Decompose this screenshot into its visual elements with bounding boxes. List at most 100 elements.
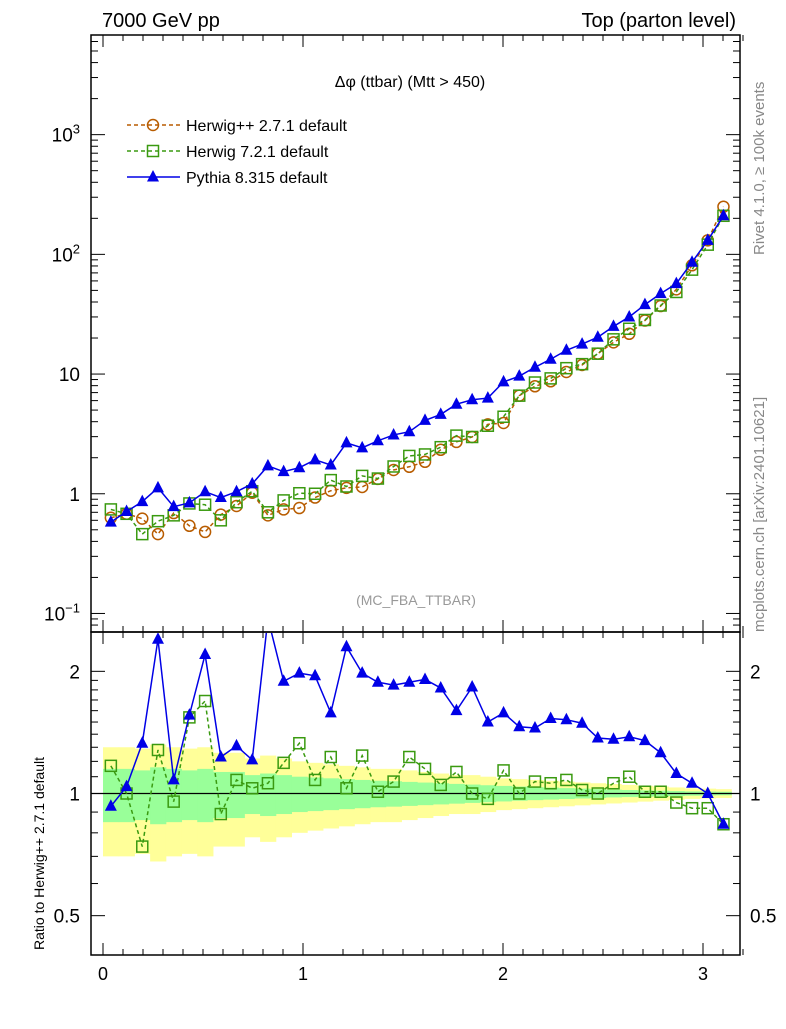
data-point-triangle xyxy=(136,736,149,748)
data-point-square xyxy=(198,498,212,511)
ratio-y-tick-label: 0.5 xyxy=(54,907,80,928)
legend-label: Herwig 7.2.1 default xyxy=(186,144,329,161)
data-point-square xyxy=(591,787,605,800)
data-point-triangle xyxy=(576,716,589,728)
data-point-square xyxy=(450,765,463,779)
x-tick-label: 0 xyxy=(98,964,108,984)
data-point-square xyxy=(403,750,416,764)
y-tick-label: 10−1 xyxy=(44,600,80,625)
data-point-square xyxy=(560,361,573,375)
band-inner xyxy=(118,768,135,823)
data-point-triangle xyxy=(403,424,416,437)
data-point-square xyxy=(607,776,620,790)
data-point-square xyxy=(560,773,573,787)
data-point-square xyxy=(575,357,589,371)
data-point-triangle xyxy=(686,255,699,267)
legend: Herwig++ 2.7.1 default Herwig 7.2.1 defau… xyxy=(127,118,348,187)
y-tick-label: 10 xyxy=(59,365,80,386)
data-point-triangle xyxy=(450,703,463,716)
data-point-triangle xyxy=(670,766,683,779)
data-point-circle xyxy=(198,525,212,539)
legend-label: Herwig++ 2.7.1 default xyxy=(186,118,348,135)
ratio-ylabel: Ratio to Herwig++ 2.7.1 default xyxy=(31,757,47,950)
ratio-y-tick-label-right: 0.5 xyxy=(750,907,776,928)
band-inner xyxy=(291,776,308,813)
main-title: Δφ (ttbar) (Mtt > 450) xyxy=(335,74,485,91)
data-point-square xyxy=(481,419,495,432)
data-point-square xyxy=(418,762,432,776)
data-point-triangle xyxy=(466,679,479,692)
data-point-triangle xyxy=(434,407,447,419)
ratio-y-tick-label-right: 1 xyxy=(750,785,761,806)
data-point-square xyxy=(387,460,400,473)
data-point-triangle xyxy=(246,476,259,489)
data-point-triangle xyxy=(167,772,180,785)
band-inner xyxy=(197,768,214,823)
data-point-triangle xyxy=(356,440,369,453)
data-point-triangle xyxy=(419,413,432,425)
data-point-square xyxy=(701,801,715,815)
data-point-triangle xyxy=(670,276,683,289)
data-point-square xyxy=(544,776,557,790)
data-point-square xyxy=(513,389,526,402)
main-plot-marks xyxy=(104,200,730,541)
data-point-triangle xyxy=(466,392,479,405)
ratio-y-tick-label: 1 xyxy=(69,785,80,806)
data-point-square xyxy=(230,495,243,509)
data-point-circle xyxy=(136,512,149,525)
data-point-square xyxy=(591,347,605,360)
mcplots-label: mcplots.cern.ch [arXiv:2401.10621] xyxy=(751,397,768,632)
data-point-square xyxy=(293,486,306,500)
data-point-triangle xyxy=(183,495,196,508)
data-point-square xyxy=(340,480,353,493)
data-point-triangle xyxy=(371,675,384,687)
data-point-circle xyxy=(183,519,196,533)
data-point-triangle xyxy=(104,515,117,527)
data-point-square xyxy=(434,440,447,454)
data-point-square xyxy=(450,429,463,442)
data-point-triangle xyxy=(261,458,274,471)
data-point-triangle xyxy=(701,233,714,245)
data-point-triangle xyxy=(450,397,463,409)
data-point-square xyxy=(261,776,275,790)
data-point-triangle xyxy=(230,484,243,497)
legend-label: Pythia 8.315 default xyxy=(186,170,328,187)
data-point-square xyxy=(355,469,369,483)
band-inner xyxy=(275,775,292,815)
data-point-triangle xyxy=(104,799,117,811)
data-point-square xyxy=(277,756,290,770)
data-point-square xyxy=(685,801,699,815)
data-point-triangle xyxy=(151,480,164,493)
data-point-square xyxy=(371,785,385,798)
data-point-triangle xyxy=(544,711,557,724)
data-point-square xyxy=(638,785,652,798)
data-point-triangle xyxy=(214,490,227,503)
data-point-triangle xyxy=(199,647,212,660)
data-point-triangle xyxy=(481,391,494,403)
data-point-triangle xyxy=(293,460,306,473)
data-point-triangle xyxy=(309,668,322,681)
data-point-square xyxy=(513,787,526,800)
data-point-square xyxy=(136,840,149,853)
data-point-triangle xyxy=(576,337,589,349)
band-inner xyxy=(322,778,340,811)
axes: 0 1 2 3 10−1 1 10 102 103 0.5 0.5 1 1 2 2 xyxy=(44,34,776,984)
data-point-triangle xyxy=(497,374,510,387)
data-point-square xyxy=(151,743,165,757)
x-tick-label: 1 xyxy=(298,964,308,984)
data-point-triangle xyxy=(623,729,636,742)
data-point-triangle xyxy=(591,330,604,342)
data-point-square xyxy=(481,792,495,806)
data-point-square xyxy=(544,372,557,385)
data-point-triangle xyxy=(371,433,384,446)
data-point-square xyxy=(293,736,306,750)
data-point-square xyxy=(308,773,322,787)
data-point-triangle xyxy=(717,817,730,829)
data-point-circle xyxy=(497,416,510,430)
band-inner xyxy=(134,770,151,821)
data-point-square xyxy=(308,487,322,501)
data-point-square xyxy=(214,514,228,527)
data-point-triangle xyxy=(654,286,667,299)
data-point-square xyxy=(167,795,180,808)
